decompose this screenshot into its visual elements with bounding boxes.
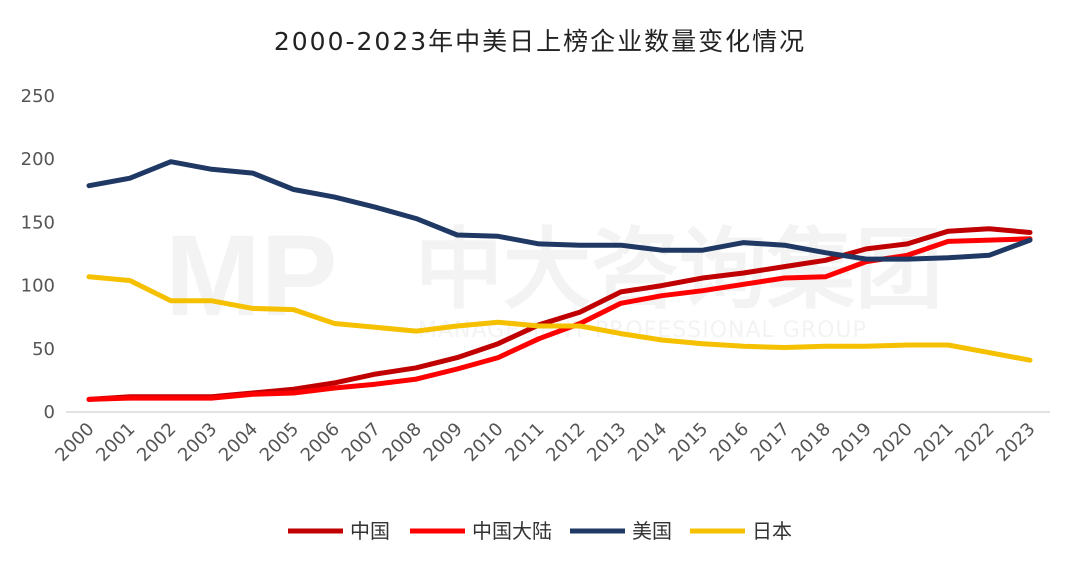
x-tick-label: 2016 [706,419,753,466]
y-tick-label: 100 [21,276,55,297]
x-tick-label: 2005 [256,419,303,466]
x-tick-label: 2008 [379,419,426,466]
x-tick-label: 2012 [542,419,589,466]
x-tick-label: 2007 [338,419,385,466]
x-tick-label: 2002 [133,419,180,466]
series-line-美国 [86,159,1033,262]
legend-label: 中国 [350,519,390,543]
x-tick-label: 2018 [788,419,835,466]
x-tick-label: 2009 [420,419,467,466]
x-tick-label: 2003 [174,419,221,466]
x-tick-label: 2014 [624,419,671,466]
legend-item[interactable]: 中国 [288,519,390,543]
legend-item[interactable]: 美国 [570,519,672,543]
y-tick-label: 0 [44,402,55,423]
legend-label: 美国 [632,519,672,543]
series-line-日本 [86,274,1033,363]
legend-label: 中国大陆 [472,519,552,543]
x-tick-label: 2001 [92,419,139,466]
legend-item[interactable]: 中国大陆 [410,519,552,543]
x-tick-label: 2006 [297,419,344,466]
x-tick-label: 2015 [665,419,712,466]
y-tick-label: 200 [21,149,55,170]
x-tick-label: 2000 [51,419,98,466]
chart-title: 2000-2023年中美日上榜企业数量变化情况 [274,27,806,56]
y-tick-label: 50 [32,339,55,360]
legend-item[interactable]: 日本 [690,519,792,543]
legend-label: 日本 [752,519,792,543]
x-tick-label: 2023 [992,419,1039,466]
svg-text:MP: MP [165,212,338,340]
y-tick-label: 250 [21,86,55,107]
x-tick-label: 2022 [951,419,998,466]
x-tick-label: 2013 [583,419,630,466]
x-tick-label: 2017 [747,419,794,466]
x-tick-label: 2010 [460,419,507,466]
x-tick-label: 2021 [910,419,957,466]
svg-text:中大咨询集团: 中大咨询集团 [415,218,943,321]
x-tick-label: 2020 [870,419,917,466]
x-tick-label: 2011 [501,419,548,466]
x-tick-label: 2004 [215,419,262,466]
y-tick-label: 150 [21,212,55,233]
x-tick-label: 2019 [829,419,876,466]
